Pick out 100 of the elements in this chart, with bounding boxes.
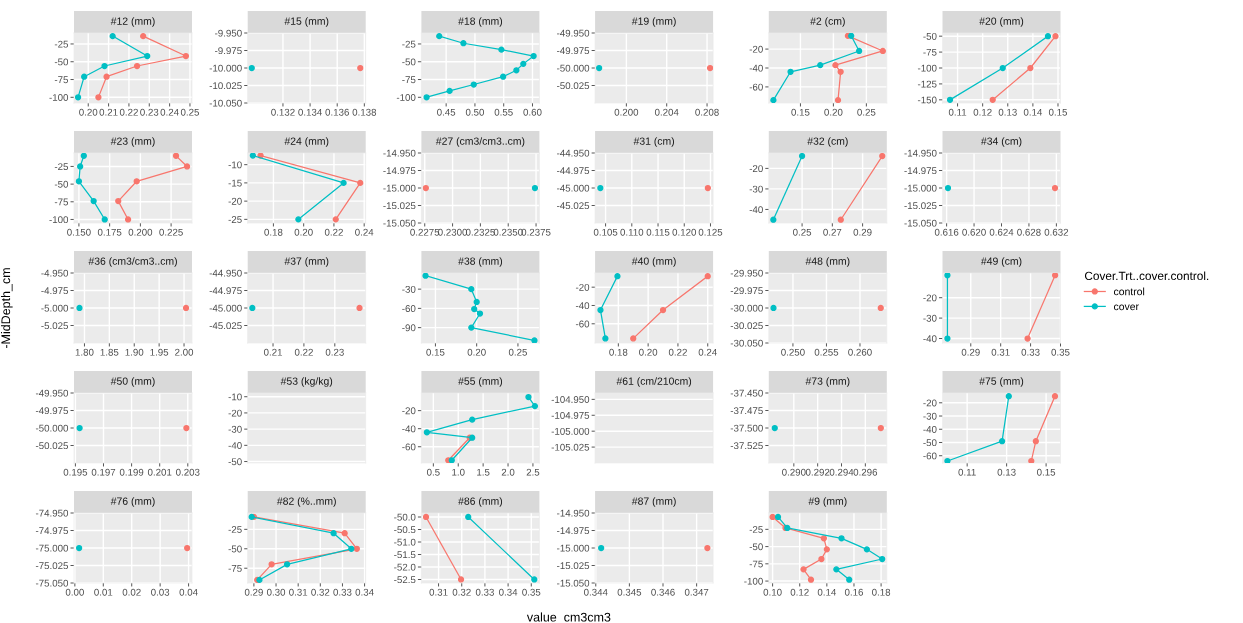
x-tick-label: 0.2275 — [410, 228, 440, 236]
y-tick-label: -15.025 — [557, 562, 590, 570]
chart-title: #55 (mm) — [458, 377, 503, 387]
x-tick-label: 0.120 — [672, 228, 697, 236]
y-tick-label: -40 — [749, 206, 763, 214]
x-tick-label: 0.13 — [998, 108, 1017, 116]
x-tick-label: 0.22 — [119, 108, 138, 116]
x-tick-label: 0.35 — [522, 588, 541, 596]
x-tick-label: 0.20 — [639, 348, 658, 356]
x-tick-label: 0.632 — [1044, 228, 1069, 236]
y-tick-label: -45.000 — [557, 184, 590, 192]
y-tick-label: -40 — [402, 425, 416, 433]
y-tick-label: -50.5 — [394, 526, 416, 534]
y-tick-label: -14.975 — [557, 527, 590, 535]
y-tick-label: -104.950 — [551, 396, 590, 403]
x-tick-label: 0.27 — [823, 228, 842, 236]
x-tick-label: 0.2375 — [521, 228, 551, 236]
y-tick-label: -4.950 — [41, 269, 69, 277]
x-tick-label: 0.32 — [311, 588, 330, 596]
x-tick-label: 0.197 — [91, 468, 116, 476]
x-tick-label: 0.10 — [763, 588, 782, 596]
chart-title: #73 (mm) — [805, 377, 850, 387]
chart-title: #82 (%..mm) — [276, 497, 336, 507]
x-tick-label: 0.616 — [934, 228, 959, 236]
y-tick-label: -105.025 — [551, 443, 590, 451]
y-tick-label: -50 — [923, 32, 937, 40]
y-tick-label: -45.025 — [557, 202, 590, 210]
x-tick-label: 0.105 — [593, 228, 618, 236]
x-tick-label: 0.16 — [844, 588, 864, 596]
chart-title: #27 (cm3/cm3..cm) — [435, 137, 525, 147]
y-tick-label: -60 — [923, 452, 937, 460]
y-tick-label: -51.0 — [394, 538, 416, 546]
y-tick-label: -125 — [917, 80, 937, 88]
y-tick-label: -104.975 — [551, 412, 590, 419]
x-tick-label: 0.60 — [523, 108, 542, 116]
y-tick-label: -50 — [923, 439, 937, 447]
y-tick-label: -20 — [923, 294, 937, 302]
y-tick-label: -74.975 — [35, 527, 69, 535]
y-tick-label: -15.050 — [557, 579, 590, 587]
x-tick-label: 0.24 — [355, 228, 374, 236]
y-tick-label: -44.975 — [209, 287, 242, 295]
y-tick-label: -20 — [749, 45, 763, 53]
x-tick-label: 2.5 — [526, 468, 540, 476]
x-tick-label: 0.2350 — [493, 228, 523, 236]
y-tick-label: -40 — [923, 425, 937, 433]
y-tick-label: -15.050 — [383, 219, 416, 227]
x-tick-label: 0.30 — [266, 588, 286, 596]
x-tick-label: 0.296 — [853, 468, 878, 476]
x-tick-label: 0.260 — [848, 348, 872, 356]
y-tick-label: -50 — [54, 58, 69, 66]
x-tick-label: 0.11 — [958, 468, 976, 476]
chart-title: #40 (mm) — [631, 257, 676, 267]
y-tick-label: -150 — [917, 96, 937, 104]
x-tick-label: 0.31 — [289, 588, 308, 596]
y-tick-label: -30 — [228, 425, 242, 433]
y-tick-label: -49.950 — [35, 389, 69, 397]
y-tick-label: -50.000 — [557, 64, 590, 72]
y-tick-label: -50 — [749, 543, 763, 551]
y-tick-label: -74.950 — [35, 509, 69, 517]
y-tick-label: -44.950 — [209, 269, 242, 277]
x-tick-label: 0.138 — [352, 108, 377, 116]
x-tick-label: 0.628 — [1017, 228, 1041, 236]
x-tick-label: 0.20 — [467, 348, 486, 356]
y-tick-label: -37.525 — [730, 442, 763, 450]
y-tick-label: -75.050 — [35, 579, 69, 587]
x-tick-label: 0.18 — [872, 588, 891, 596]
x-tick-label: 0.03 — [151, 588, 170, 596]
x-tick-label: 0.02 — [122, 588, 141, 596]
y-tick-label: -60 — [402, 305, 416, 312]
y-tick-label: -9.950 — [215, 29, 242, 37]
y-tick-label: -60 — [402, 443, 416, 451]
x-tick-label: 0.347 — [684, 588, 709, 596]
y-tick-label: -75 — [749, 560, 763, 568]
x-tick-label: 0.50 — [465, 108, 485, 116]
y-tick-label: -50 — [228, 458, 242, 466]
x-tick-label: 0.208 — [695, 108, 719, 116]
x-tick-label: 0.23 — [325, 348, 344, 356]
y-tick-label: -100 — [744, 577, 763, 585]
y-tick-label: -30.050 — [730, 339, 763, 347]
chart-title: #87 (mm) — [631, 497, 676, 507]
chart-title: #31 (cm) — [633, 137, 674, 147]
y-tick-label: -14.950 — [557, 509, 590, 517]
y-tick-label: -25 — [402, 40, 416, 48]
chart-title: #50 (mm) — [110, 377, 155, 387]
y-tick-label: -40 — [923, 335, 937, 343]
y-tick-label: -10.050 — [209, 99, 242, 107]
y-tick-label: -75.025 — [35, 562, 69, 570]
y-tick-label: -5.000 — [41, 304, 69, 312]
x-tick-label: 0.346 — [651, 588, 675, 596]
chart-title: #32 (cm) — [807, 137, 848, 147]
y-tick-label: -5.025 — [41, 322, 69, 330]
chart-title: #20 (mm) — [979, 17, 1024, 27]
y-tick-label: -60 — [749, 83, 763, 91]
y-tick-label: -20 — [228, 409, 242, 417]
y-tick-label: -45.025 — [209, 322, 242, 330]
x-tick-label: 0.22 — [324, 228, 343, 236]
x-tick-label: 0.150 — [67, 228, 91, 236]
x-tick-label: 0.14 — [1023, 108, 1043, 116]
x-tick-label: 0.25 — [180, 108, 200, 116]
chart-title: #15 (mm) — [284, 17, 329, 27]
